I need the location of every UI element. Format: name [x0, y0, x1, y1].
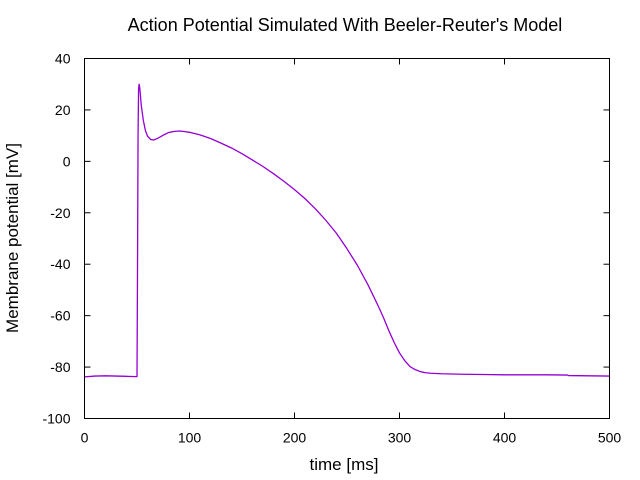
plot-frame — [84, 58, 610, 419]
plot-series — [84, 83, 610, 378]
y-tick-label: -20 — [50, 205, 70, 221]
y-tick-label: 40 — [55, 51, 71, 67]
y-axis-label: Membrane potential [mV] — [3, 143, 22, 333]
x-axis-label: time [ms] — [310, 455, 379, 474]
x-tick-label: 500 — [598, 430, 622, 446]
x-tick-label: 100 — [178, 430, 202, 446]
chart-title: Action Potential Simulated With Beeler-R… — [128, 15, 563, 35]
y-tick-label: -60 — [50, 308, 70, 324]
y-tick-label: 0 — [63, 153, 71, 169]
y-tick-label: -40 — [50, 256, 70, 272]
y-tick-label: 20 — [55, 102, 71, 118]
x-tick-label: 0 — [81, 430, 89, 446]
x-tick-label: 400 — [493, 430, 517, 446]
series-line-action-potential — [84, 83, 610, 378]
y-tick-label: -80 — [50, 359, 70, 375]
x-tick-label: 300 — [388, 430, 412, 446]
x-tick-label: 200 — [283, 430, 307, 446]
y-tick-label: -100 — [42, 411, 70, 427]
axis-ticks: 0 100 200 300 400 500 -100 -80 -60 -40 -20 0 20 40 — [42, 51, 621, 446]
